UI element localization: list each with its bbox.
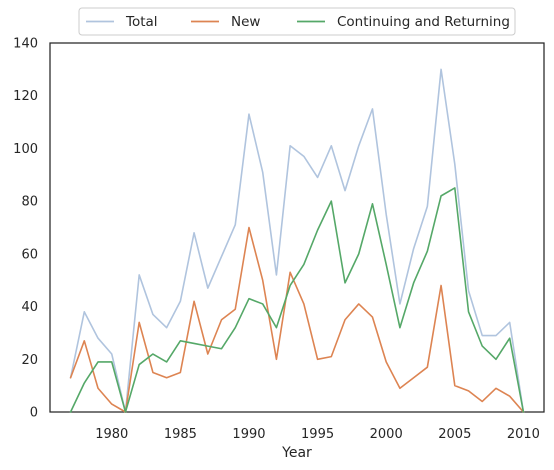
legend-label-2: Continuing and Returning [337, 14, 510, 30]
x-tick-label: 2000 [370, 427, 403, 442]
x-tick-label: 2010 [507, 427, 540, 442]
series-line-1 [69, 226, 525, 413]
y-tick-label: 120 [13, 89, 38, 104]
x-tick-label: 1980 [95, 427, 128, 442]
plot-area [49, 42, 545, 413]
series-line-2 [69, 187, 525, 413]
y-tick-label: 80 [21, 195, 38, 210]
x-tick-label: 1985 [164, 427, 197, 442]
legend-label-1: New [231, 14, 260, 30]
x-axis-label: Year [281, 445, 312, 461]
y-tick-label: 100 [13, 142, 38, 157]
x-tick-label: 2005 [438, 427, 471, 442]
y-tick-label: 0 [30, 406, 38, 421]
y-tick-label: 40 [21, 300, 38, 315]
x-tick-label: 1995 [301, 427, 334, 442]
legend-label-0: Total [125, 14, 158, 30]
y-tick-label: 60 [21, 247, 38, 262]
series-line-0 [69, 68, 525, 413]
y-tick-label: 140 [13, 37, 38, 52]
y-tick-label: 20 [21, 353, 38, 368]
x-tick-label: 1990 [232, 427, 265, 442]
